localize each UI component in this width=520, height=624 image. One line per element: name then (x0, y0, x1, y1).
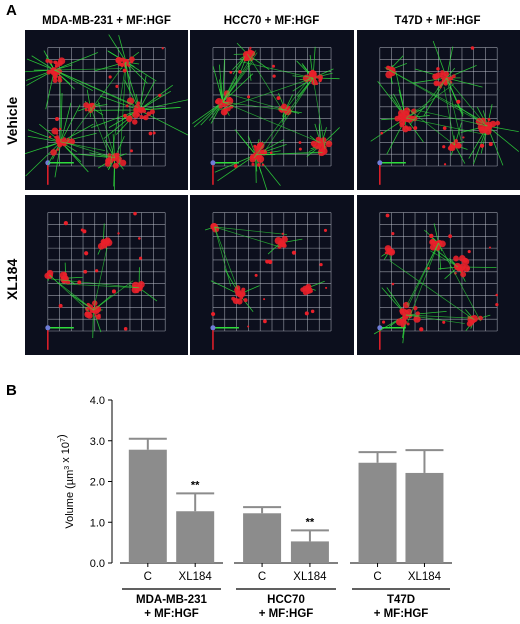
group-label-line1: MDA-MB-231 (136, 594, 208, 606)
panel-b-label: B (6, 382, 17, 399)
column-title-mda: MDA-MB-231 + MF:HGF (42, 15, 171, 27)
panel-a-label: A (6, 2, 17, 19)
x-tick-label: XL184 (408, 571, 442, 583)
significance-marker: ** (306, 516, 315, 528)
bar (405, 472, 444, 563)
x-tick-label: C (373, 571, 381, 583)
micrograph-mda-xl184 (25, 195, 188, 355)
group-label-line1: T47D (387, 594, 415, 606)
bar (128, 449, 167, 563)
x-tick-label: C (144, 571, 152, 583)
significance-marker: ** (191, 479, 200, 491)
group-label-line1: HCC70 (267, 594, 305, 606)
micrograph-mda-vehicle (25, 30, 188, 190)
micrograph-hcc70-vehicle (190, 30, 354, 190)
micrograph-t47d-xl184 (357, 195, 520, 355)
y-tick-label: 0.0 (90, 558, 105, 570)
row-label-xl184: XL184 (4, 258, 20, 300)
group-label-line2: + MF:HGF (259, 608, 314, 620)
bar (243, 513, 282, 563)
x-tick-label: XL184 (293, 571, 327, 583)
micrograph-hcc70-xl184 (190, 195, 354, 355)
y-tick-label: 4.0 (90, 395, 105, 407)
bar (290, 541, 329, 563)
group-label-line2: + MF:HGF (144, 608, 199, 620)
bar-chart: 0.0 1.0 2.0 3.0 4.0 Volume (µm3 x 107) C ** XL18… (56, 395, 452, 620)
y-tick-label: 1.0 (90, 517, 105, 529)
bar (358, 462, 397, 563)
column-title-t47d: T47D + MF:HGF (394, 15, 481, 27)
y-tick-label: 3.0 (90, 436, 105, 448)
column-title-hcc70: HCC70 + MF:HGF (223, 15, 320, 27)
group-label-line2: + MF:HGF (374, 608, 429, 620)
y-axis-label: Volume (µm3 x 107) (56, 434, 76, 528)
micrograph-t47d-vehicle (357, 30, 520, 190)
x-tick-label: XL184 (179, 571, 213, 583)
bar (176, 511, 215, 563)
x-tick-label: C (258, 571, 266, 583)
row-label-vehicle: Vehicle (4, 96, 20, 145)
y-tick-label: 2.0 (90, 477, 105, 489)
